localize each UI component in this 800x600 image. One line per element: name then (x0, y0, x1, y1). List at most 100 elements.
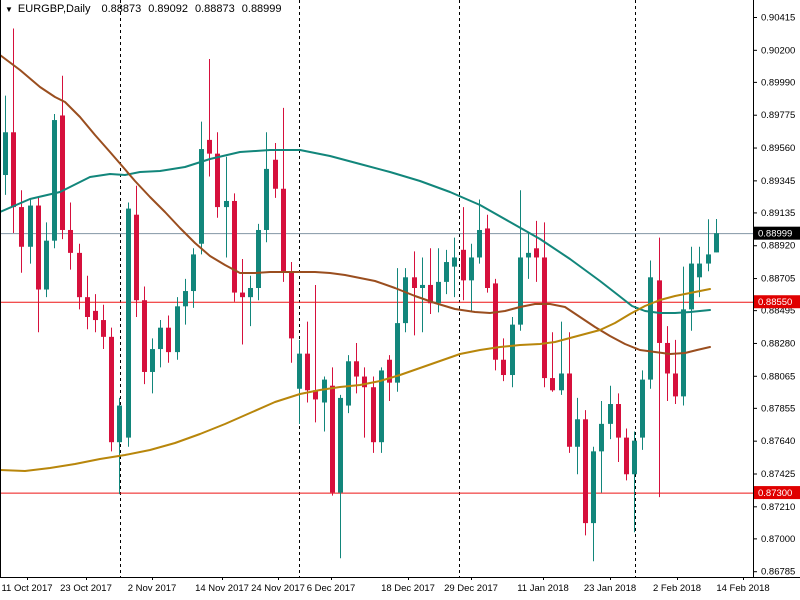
ma-brown-mid (0, 54, 711, 355)
candle (297, 339, 302, 424)
candle (224, 156, 229, 258)
ma-teal-slow (0, 149, 711, 314)
date-tick-label: 11 Oct 2017 (1, 583, 52, 594)
date-tick-label: 23 Jan 2018 (584, 583, 636, 594)
candle (273, 142, 278, 198)
date-tick-label: 11 Jan 2018 (517, 583, 569, 594)
candle (371, 376, 376, 453)
price-axis[interactable]: 0.90415 0.90200 0.89990 0.89775 0.89560 0.893… (753, 13, 800, 578)
candle (510, 317, 515, 388)
candles-layer (3, 28, 719, 562)
price-tick-label: 0.88705 (761, 274, 795, 285)
price-tick-label: 0.88495 (761, 306, 795, 317)
candle (44, 222, 49, 298)
time-axis[interactable]: 11 Oct 2017 23 Oct 2017 2 Nov 2017 14 Nov 2… (1, 577, 770, 594)
candle (673, 339, 678, 405)
candle (714, 218, 719, 253)
candle (142, 286, 147, 385)
candle (338, 394, 343, 559)
candle (232, 193, 237, 302)
candle (599, 400, 604, 493)
price-tick-label: 0.89560 (761, 143, 795, 154)
svg-text:0.88999: 0.88999 (758, 229, 792, 240)
candle (207, 58, 212, 177)
candle (403, 268, 408, 333)
quote-close: 0.88999 (241, 3, 282, 15)
hline-price-flag: 0.87300 (754, 486, 800, 500)
price-tick-label: 0.89345 (761, 176, 795, 187)
candle (175, 297, 180, 360)
price-tick-label: 0.86785 (761, 567, 795, 578)
candle (485, 214, 490, 293)
candle (93, 294, 98, 333)
candle (52, 113, 57, 249)
candle (362, 367, 367, 438)
date-tick-label: 6 Dec 2017 (307, 583, 356, 594)
candle (583, 410, 588, 536)
candle (215, 132, 220, 218)
candle (657, 237, 662, 498)
candle (19, 190, 24, 273)
candle (534, 220, 539, 282)
candle (330, 367, 335, 496)
candle (436, 248, 441, 313)
candle (608, 385, 613, 440)
symbol-period-label: EURGBP,Daily (17, 3, 91, 15)
candle (616, 393, 621, 463)
candle (126, 202, 131, 447)
candle (68, 202, 73, 270)
price-tick-label: 0.88280 (761, 338, 795, 349)
price-tick-label: 0.87640 (761, 436, 795, 447)
candle (706, 219, 711, 272)
candle (346, 355, 351, 414)
candle (117, 397, 122, 495)
chart-collapse-arrow-icon[interactable]: ▼ (5, 4, 13, 14)
candle (461, 207, 466, 301)
price-tick-label: 0.89775 (761, 110, 795, 121)
hline-price-flag: 0.88550 (754, 295, 800, 309)
candle (559, 321, 564, 395)
quote-low: 0.88873 (195, 3, 235, 15)
date-tick-label: 29 Dec 2017 (444, 583, 498, 594)
date-tick-label: 2 Feb 2018 (653, 583, 701, 594)
candle (624, 428, 629, 481)
candle (518, 190, 523, 331)
candle (3, 95, 8, 195)
candle (60, 75, 65, 240)
candle (501, 338, 506, 382)
date-tick-label: 2 Nov 2017 (128, 583, 177, 594)
candle (166, 315, 171, 363)
price-tick-label: 0.88920 (761, 241, 795, 252)
candle (420, 257, 425, 333)
price-tick-label: 0.87210 (761, 502, 795, 513)
candle (191, 248, 196, 308)
candle (689, 246, 694, 331)
candle (289, 262, 294, 363)
price-tick-label: 0.90415 (761, 13, 795, 24)
candle (256, 223, 261, 301)
date-tick-label: 23 Oct 2017 (60, 583, 112, 594)
candle (264, 132, 269, 243)
price-tick-label: 0.87425 (761, 469, 795, 480)
candle (469, 243, 474, 313)
candle (444, 249, 449, 295)
candle (640, 370, 645, 450)
month-gridlines (120, 0, 636, 577)
candle (591, 446, 596, 562)
candle (134, 185, 139, 317)
candle (575, 397, 580, 475)
date-tick-label: 14 Nov 2017 (195, 583, 249, 594)
candle (11, 28, 16, 234)
candle (681, 266, 686, 406)
quote-high: 0.89092 (148, 3, 188, 15)
candle (150, 338, 155, 394)
date-tick-label: 24 Nov 2017 (251, 583, 305, 594)
candle (313, 284, 318, 423)
candle (428, 248, 433, 314)
candle (697, 246, 702, 298)
candle (477, 199, 482, 264)
candle (665, 326, 670, 401)
candle (248, 275, 253, 327)
